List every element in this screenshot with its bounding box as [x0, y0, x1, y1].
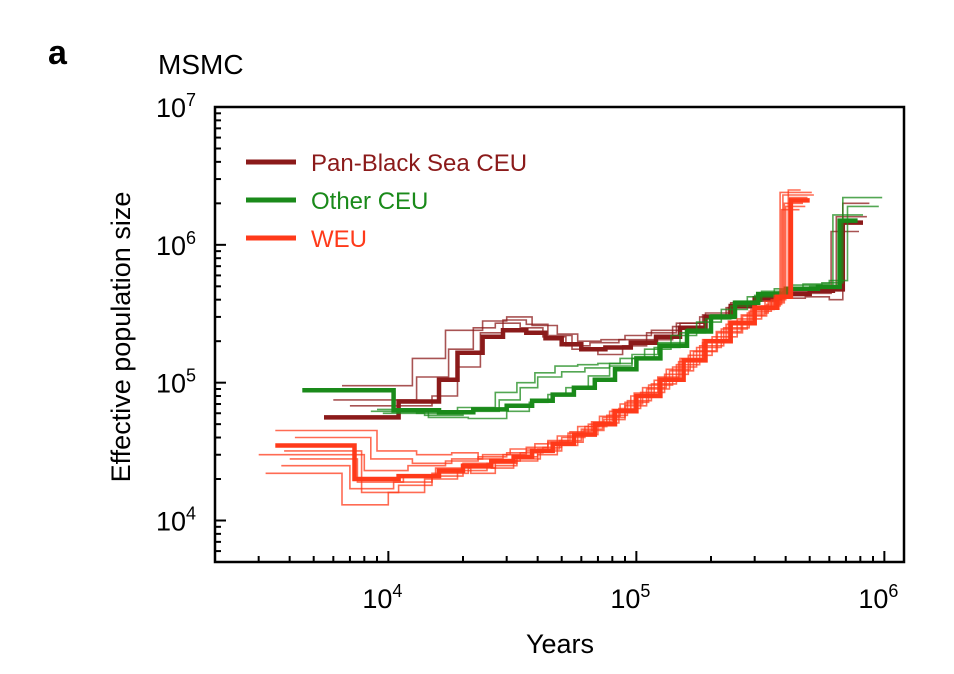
series-2-line-7 [284, 191, 812, 494]
legend-label: WEU [311, 226, 367, 253]
x-tick-label: 106 [858, 581, 898, 614]
y-tick-label: 107 [156, 90, 196, 123]
y-axis-label: Effective population size [106, 192, 136, 483]
x-tick-label: 105 [610, 581, 650, 614]
legend: Pan-Black Sea CEU Other CEU WEU [246, 150, 527, 253]
series-1-line-0 [302, 218, 858, 415]
series-layer [258, 189, 883, 506]
x-tick-label: 104 [362, 581, 402, 614]
series-1-line-3 [370, 205, 879, 415]
plot-frame [213, 105, 906, 564]
x-axis-label: Years [526, 629, 594, 659]
legend-label: Other CEU [311, 188, 428, 215]
y-axis-ticks: 104 105 106 107 [156, 90, 226, 563]
series-2-line-5 [275, 196, 808, 460]
series-2-line-6 [289, 208, 800, 483]
chart-title: MSMC [158, 49, 244, 80]
y-tick-label: 104 [156, 504, 196, 537]
panel-letter: a [48, 34, 68, 72]
y-tick-label: 105 [156, 366, 196, 399]
x-axis-ticks: 104 105 106 [214, 551, 898, 614]
y-tick-label: 106 [156, 228, 196, 261]
legend-label: Pan-Black Sea CEU [311, 150, 527, 177]
series-0-line-3 [349, 202, 870, 407]
